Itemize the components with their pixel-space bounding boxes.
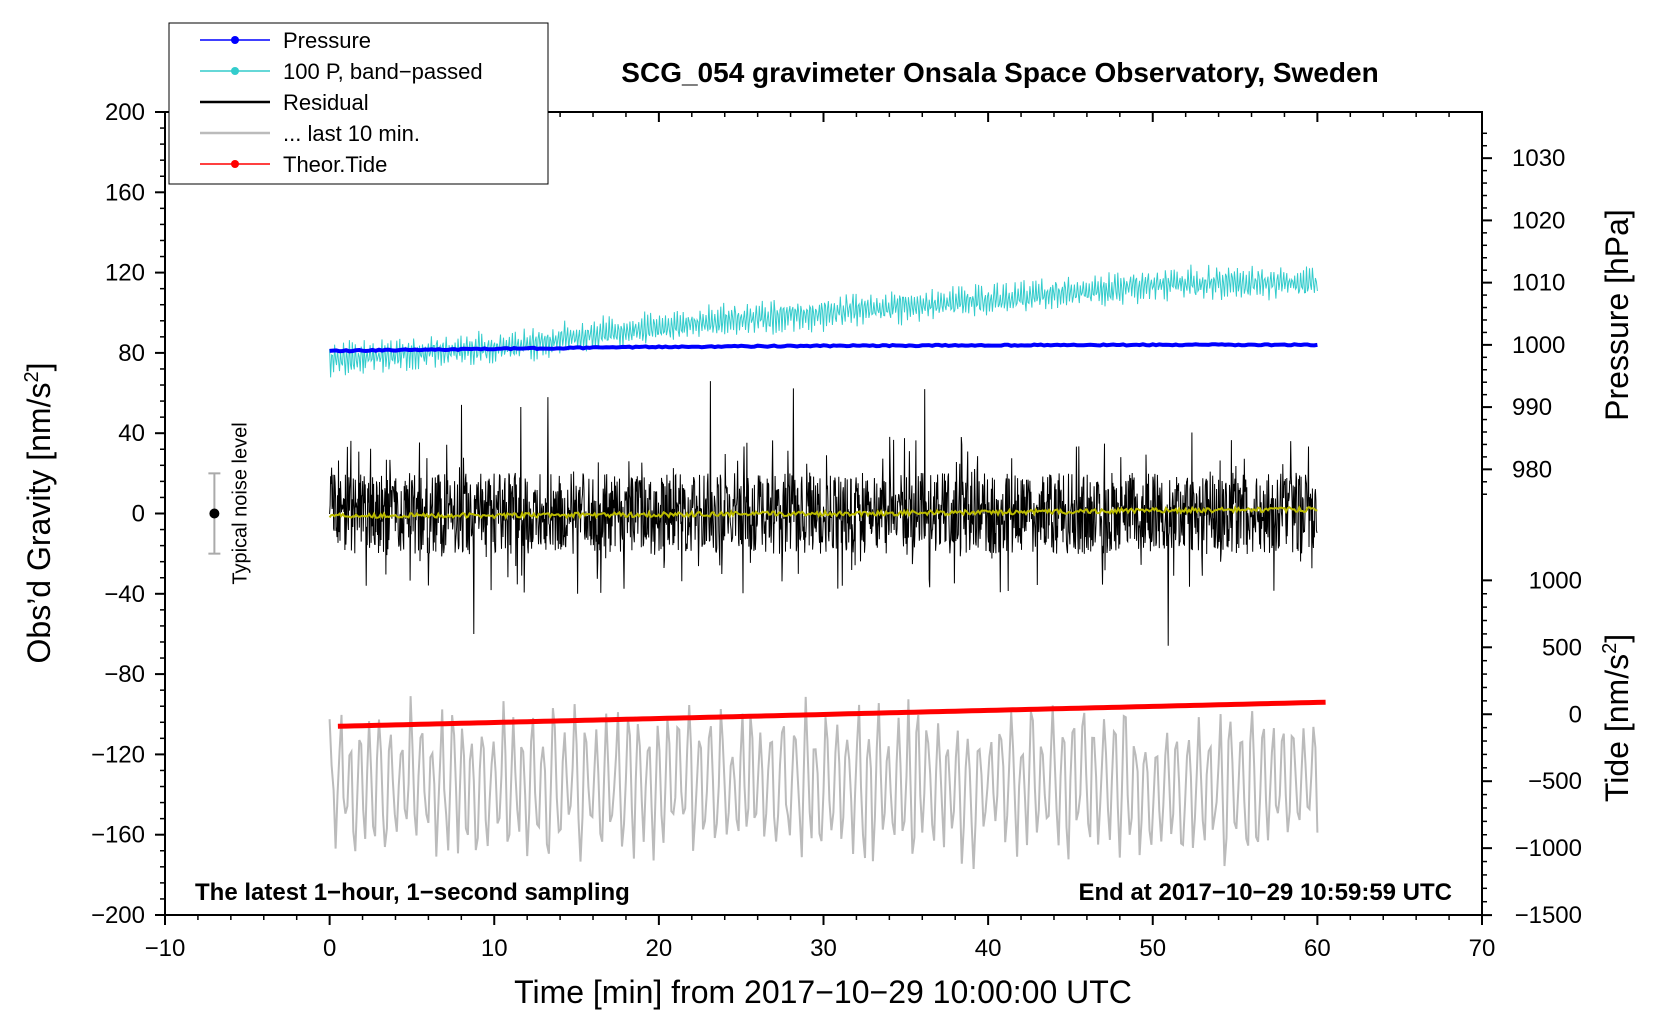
y-axis-label-tide: Tide [nm/s2] <box>1599 634 1635 802</box>
legend-marker <box>231 160 239 168</box>
x-tick-label: 0 <box>323 935 336 962</box>
legend-box <box>168 22 549 185</box>
x-tick-label: 70 <box>1469 935 1496 962</box>
x-tick-label: −10 <box>145 935 186 962</box>
series-last-10-min-line <box>328 696 1319 869</box>
x-tick-label: 30 <box>810 935 837 962</box>
y-tick-label: −80 <box>104 661 145 688</box>
tide-tick-label: −1000 <box>1515 835 1582 862</box>
pressure-tick-label: 1000 <box>1512 332 1565 359</box>
annotation-end-time: End at 2017−10−29 10:59:59 UTC <box>1078 879 1452 906</box>
series-residual-line <box>329 381 1318 646</box>
y-tick-label: 120 <box>105 260 145 287</box>
legend-label: ... last 10 min. <box>283 121 420 146</box>
series-theoretical-tide-line <box>337 699 1326 729</box>
y-tick-label: 0 <box>132 501 145 528</box>
y-axis-label-tide-superscript: 2 <box>1599 643 1621 654</box>
pressure-tick-label: 1030 <box>1512 145 1565 172</box>
y-axis-label-gravity-superscript: 2 <box>21 371 43 382</box>
x-tick-label: 20 <box>646 935 673 962</box>
pressure-tick-label: 1010 <box>1512 270 1565 297</box>
x-tick-label: 50 <box>1139 935 1166 962</box>
y-tick-label: 200 <box>105 99 145 126</box>
y-axis-label-tide-text: Tide [nm/s <box>1599 654 1635 802</box>
x-axis-label: Time [min] from 2017−10−29 10:00:00 UTC <box>514 974 1132 1010</box>
y-tick-label: 80 <box>118 340 145 367</box>
noise-level-label: Typical noise level <box>229 422 251 584</box>
pressure-tick-label: 1020 <box>1512 207 1565 234</box>
legend-label: 100 P, band−passed <box>283 59 483 84</box>
y-tick-label: 40 <box>118 420 145 447</box>
annotation-sampling: The latest 1−hour, 1−second sampling <box>195 879 630 906</box>
series-residual-trend-line <box>328 504 1318 521</box>
y-axis-label-gravity: Obs’d Gravity [nm/s2] <box>21 363 57 664</box>
legend-label: Pressure <box>283 28 371 53</box>
series-pressure-line <box>329 342 1318 354</box>
y-tick-label: −120 <box>91 741 145 768</box>
y-tick-label: 160 <box>105 179 145 206</box>
legend-label: Theor.Tide <box>283 152 387 177</box>
tide-axis-ticks: 1000 500 0 −500 −1000 −1500 <box>1482 567 1582 929</box>
data-series <box>328 264 1326 869</box>
legend-marker <box>231 36 239 44</box>
tide-tick-label: 500 <box>1542 634 1582 661</box>
tide-tick-label: −1500 <box>1515 902 1582 929</box>
y-axis-label-gravity-text: Obs’d Gravity [nm/s <box>21 383 57 664</box>
x-tick-label: 40 <box>975 935 1002 962</box>
y-axis-ticks: 200 160 120 80 40 0 −40 −80 −120 −160 −200 <box>91 99 165 929</box>
y-tick-label: −200 <box>91 902 145 929</box>
y-axis-label-pressure: Pressure [hPa] <box>1599 209 1635 421</box>
x-axis-ticks: −10 0 10 20 30 40 50 60 70 <box>145 112 1496 962</box>
pressure-axis-ticks: 1030 1020 1010 1000 990 980 <box>1482 132 1565 495</box>
chart-title: SCG_054 gravimeter Onsala Space Observat… <box>621 57 1378 88</box>
x-tick-label: 10 <box>481 935 508 962</box>
tide-tick-label: 1000 <box>1529 567 1582 594</box>
tide-tick-label: −500 <box>1528 768 1582 795</box>
noise-level-dot <box>209 508 220 519</box>
y-tick-label: −160 <box>91 822 145 849</box>
y-tick-label: −40 <box>104 581 145 608</box>
series-band-passed-pressure-line <box>329 264 1318 378</box>
x-tick-label: 60 <box>1304 935 1331 962</box>
y-axis-label-tide-bracket: ] <box>1599 634 1635 643</box>
legend-label: Residual <box>283 90 369 115</box>
pressure-tick-label: 980 <box>1512 456 1552 483</box>
tide-tick-label: 0 <box>1569 701 1582 728</box>
y-axis-label-gravity-bracket: ] <box>21 363 57 372</box>
legend: Pressure 100 P, band−passed Residual ... la… <box>168 22 549 185</box>
noise-indicator: Typical noise level <box>208 422 251 585</box>
legend-marker <box>231 67 239 75</box>
pressure-tick-label: 990 <box>1512 394 1552 421</box>
